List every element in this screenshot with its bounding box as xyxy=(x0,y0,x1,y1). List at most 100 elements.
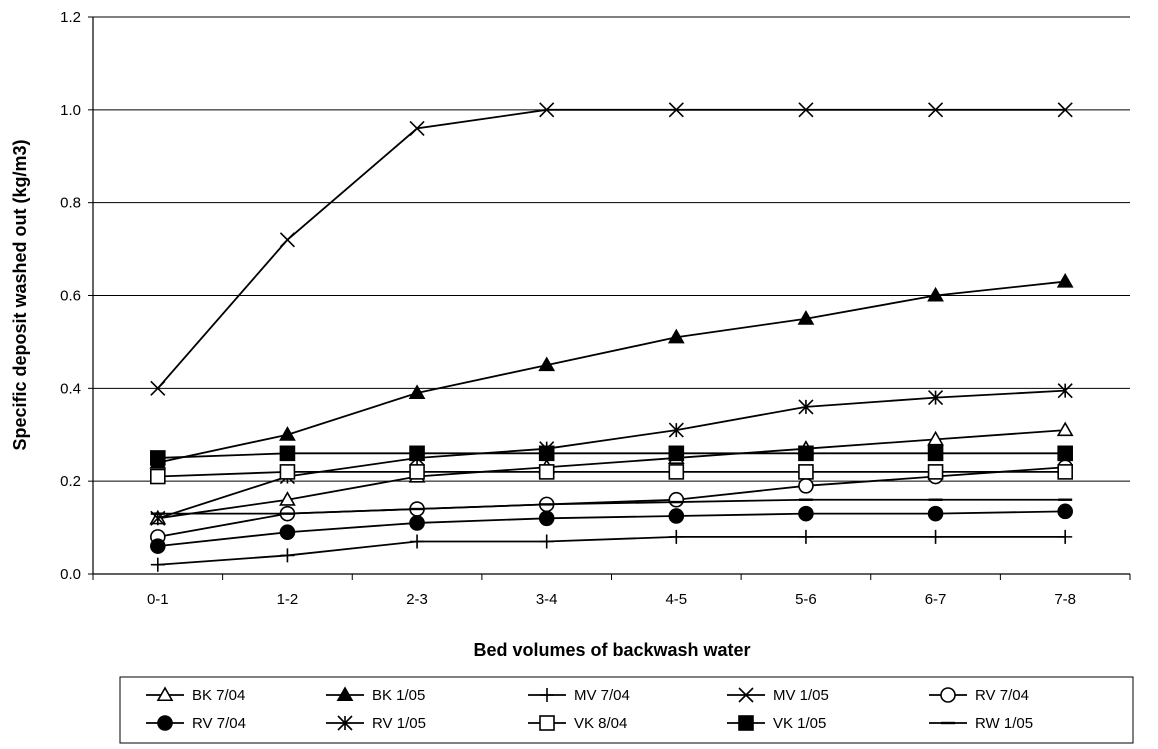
data-point xyxy=(538,510,555,527)
y-tick-label: 0.6 xyxy=(60,288,81,305)
data-point xyxy=(538,445,555,462)
legend-marker xyxy=(336,686,354,702)
x-tick-labels: 0-1 1-2 2-3 3-4 4-5 5-6 6-7 7-8 xyxy=(147,591,1076,608)
y-tick-label: 1.0 xyxy=(60,102,81,119)
legend-item: BK 7/04 xyxy=(146,686,245,704)
legend-label: BK 7/04 xyxy=(192,687,245,704)
data-point xyxy=(798,445,814,462)
legend-label: RV 7/04 xyxy=(192,715,246,732)
legend-item: VK 8/04 xyxy=(528,715,627,732)
data-point xyxy=(668,102,684,118)
data-point xyxy=(1057,102,1073,118)
data-point xyxy=(279,232,296,248)
x-tick-label: 6-7 xyxy=(925,591,947,608)
data-point xyxy=(150,380,166,396)
series-3 xyxy=(150,102,1073,396)
legend-item: BK 1/05 xyxy=(326,686,425,704)
data-point xyxy=(927,505,944,522)
series-line xyxy=(157,389,1066,520)
legend-marker xyxy=(738,715,754,731)
data-point xyxy=(798,399,814,415)
data-point xyxy=(1056,272,1074,288)
x-axis-title: Bed volumes of backwash water xyxy=(473,640,750,660)
data-point xyxy=(538,356,556,372)
data-point xyxy=(279,491,296,506)
y-tick-label: 0.4 xyxy=(60,380,81,397)
data-point xyxy=(410,534,425,549)
data-point xyxy=(927,430,944,446)
series-line xyxy=(157,510,1066,548)
legend-marker xyxy=(539,715,555,731)
gridlines xyxy=(93,16,1130,482)
data-point xyxy=(1057,464,1073,480)
legend-item: RV 7/04 xyxy=(929,687,1029,704)
data-point xyxy=(279,464,296,480)
series-line xyxy=(157,498,1066,515)
data-point xyxy=(667,328,685,344)
data-point xyxy=(539,102,555,118)
legend-marker xyxy=(157,715,173,731)
legend-marker xyxy=(337,715,353,731)
legend-label: VK 1/05 xyxy=(773,715,826,732)
series-2 xyxy=(150,529,1073,572)
legend-item: MV 1/05 xyxy=(727,687,829,704)
data-point xyxy=(280,548,295,563)
data-point xyxy=(150,450,166,466)
legend-item: MV 7/04 xyxy=(528,687,630,704)
series-9 xyxy=(150,498,1073,515)
y-tick-label: 0.8 xyxy=(60,195,81,212)
data-point xyxy=(409,120,425,136)
data-point xyxy=(668,445,685,462)
data-point xyxy=(668,464,685,480)
series-line xyxy=(157,429,1066,520)
data-point xyxy=(927,102,944,118)
legend-marker xyxy=(940,687,956,703)
data-point xyxy=(927,286,944,302)
series-line xyxy=(157,470,1066,478)
data-point xyxy=(797,310,815,325)
data-point xyxy=(408,384,426,400)
series-group xyxy=(149,102,1074,572)
series-8 xyxy=(150,445,1073,466)
data-point xyxy=(538,464,555,480)
legend-label: MV 7/04 xyxy=(574,687,630,704)
x-tick-label: 4-5 xyxy=(665,591,687,608)
axes xyxy=(88,16,1131,580)
legend-item: VK 1/05 xyxy=(727,715,826,732)
data-point xyxy=(1057,445,1073,462)
data-point xyxy=(668,491,685,508)
data-point xyxy=(1057,383,1073,399)
y-tick-label: 1.2 xyxy=(60,9,81,26)
data-point xyxy=(798,529,813,544)
data-point xyxy=(798,464,814,480)
legend: BK 7/04 BK 1/05 MV 7/04 MV 1/05 RV 7/04 RV 7/… xyxy=(119,676,1134,744)
data-point xyxy=(279,524,296,541)
data-point xyxy=(409,515,425,531)
legend-label: VK 8/04 xyxy=(574,715,627,732)
data-point xyxy=(798,505,814,522)
x-tick-label: 0-1 xyxy=(147,591,169,608)
y-tick-label: 0.2 xyxy=(60,473,81,490)
data-point xyxy=(928,529,943,544)
data-point xyxy=(279,445,296,462)
legend-marker xyxy=(738,687,754,703)
data-point xyxy=(150,557,165,572)
legend-label: RV 7/04 xyxy=(975,687,1029,704)
series-7 xyxy=(150,464,1073,485)
data-point xyxy=(409,445,425,462)
data-point xyxy=(798,102,814,118)
x-tick-label: 1-2 xyxy=(277,591,299,608)
series-1 xyxy=(149,272,1074,469)
data-point xyxy=(409,464,425,480)
data-point xyxy=(1058,529,1073,544)
series-5 xyxy=(150,503,1073,554)
y-tick-label: 0.0 xyxy=(60,566,81,583)
data-point xyxy=(927,464,944,480)
data-point xyxy=(539,534,554,549)
data-point xyxy=(669,529,684,544)
series-line xyxy=(157,280,1066,464)
data-point xyxy=(150,538,166,554)
legend-marker xyxy=(540,688,554,702)
x-tick-label: 3-4 xyxy=(536,591,558,608)
data-point xyxy=(279,426,296,441)
